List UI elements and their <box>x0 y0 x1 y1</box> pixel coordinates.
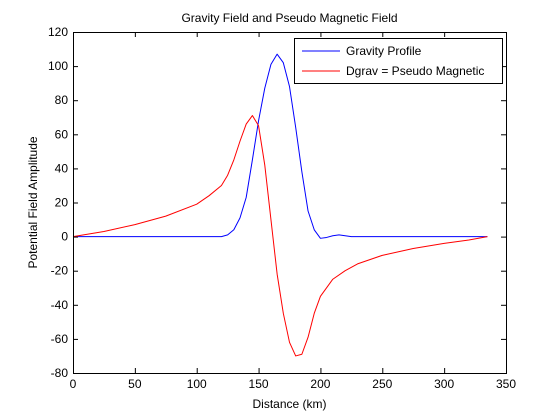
x-tick-label: 300 <box>434 377 454 391</box>
x-axis-label: Distance (km) <box>252 397 326 411</box>
x-tick-label: 200 <box>310 377 330 391</box>
y-tick-label: -60 <box>51 332 69 346</box>
y-tick-label: 120 <box>48 25 68 39</box>
y-tick-label: -20 <box>51 264 69 278</box>
x-tick-label: 250 <box>372 377 392 391</box>
x-tick-label: 150 <box>249 377 269 391</box>
y-tick-label: 20 <box>55 196 69 210</box>
legend-box <box>294 38 503 84</box>
x-tick-label: 50 <box>128 377 142 391</box>
series-layer <box>72 53 488 357</box>
ticks-layer: 0 50 100 150 200 250 300 350 -80 -60 -40 -20 0 20 40 60… <box>48 25 516 391</box>
series-line-1 <box>72 115 488 357</box>
chart-title: Gravity Field and Pseudo Magnetic Field <box>181 11 397 25</box>
y-tick-label: 60 <box>55 127 69 141</box>
y-tick-label: 100 <box>48 59 68 73</box>
legend-label-pseudo-magnetic: Dgrav = Pseudo Magnetic <box>346 64 484 78</box>
y-tick-label: -40 <box>51 298 69 312</box>
legend-label-gravity: Gravity Profile <box>346 44 422 58</box>
y-axis-label: Potential Field Amplitude <box>26 136 40 268</box>
x-tick-label: 0 <box>70 377 77 391</box>
y-tick-label: -80 <box>51 366 69 380</box>
series-line-0 <box>73 53 488 239</box>
y-tick-label: 0 <box>61 230 68 244</box>
legend: Gravity Profile Dgrav = Pseudo Magnetic <box>294 38 503 84</box>
x-tick-label: 350 <box>496 377 516 391</box>
x-tick-label: 100 <box>187 377 207 391</box>
y-tick-label: 80 <box>55 93 69 107</box>
y-tick-label: 40 <box>55 161 69 175</box>
